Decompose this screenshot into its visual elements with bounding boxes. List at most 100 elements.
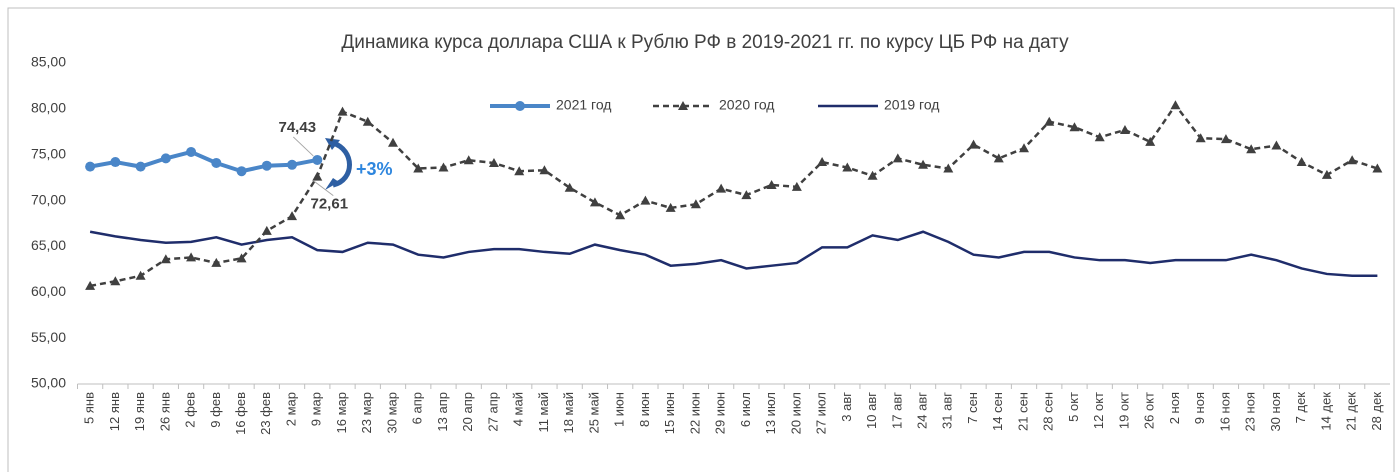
x-tick-label: 1 июн xyxy=(612,392,627,427)
chart-title: Динамика курса доллара США к Рублю РФ в … xyxy=(341,32,1069,53)
point xyxy=(438,162,449,172)
legend-marker xyxy=(515,101,525,111)
legend-label: 2019 год xyxy=(884,97,939,113)
point xyxy=(1347,155,1358,165)
point xyxy=(463,155,474,165)
x-tick-label: 30 мар xyxy=(384,392,399,433)
x-tick-label: 13 июл xyxy=(763,392,778,434)
annotation: +3% xyxy=(356,159,393,179)
series-line xyxy=(89,149,318,174)
point xyxy=(842,162,853,172)
x-tick-label: 12 янв xyxy=(107,392,122,431)
data-label: 72,61 xyxy=(311,196,349,213)
point xyxy=(1321,169,1332,179)
data-label: 74,43 xyxy=(279,119,317,136)
x-tick-label: 5 янв xyxy=(82,392,97,424)
y-tick-label: 50,00 xyxy=(31,375,66,391)
point xyxy=(1296,157,1307,167)
x-tick-label: 6 июл xyxy=(738,392,753,427)
legend-marker xyxy=(678,101,688,110)
x-tick-label: 27 июл xyxy=(814,392,829,434)
point xyxy=(1372,163,1383,173)
x-tick-label: 23 фев xyxy=(258,392,273,435)
x-tick-label: 14 сен xyxy=(990,392,1005,431)
x-tick-label: 28 дек xyxy=(1369,392,1384,431)
point xyxy=(160,254,171,264)
x-tick-label: 15 июн xyxy=(662,392,677,434)
point xyxy=(388,137,399,147)
x-tick-label: 17 авг xyxy=(889,392,904,429)
point xyxy=(640,195,651,205)
point xyxy=(1044,116,1055,126)
x-tick-label: 19 янв xyxy=(132,392,147,431)
point xyxy=(867,170,878,180)
point xyxy=(665,202,676,212)
x-tick-label: 18 май xyxy=(561,392,576,434)
point xyxy=(261,160,272,171)
x-tick-label: 2 фев xyxy=(183,392,198,428)
point xyxy=(1170,100,1181,110)
point xyxy=(615,210,626,220)
y-tick-label: 75,00 xyxy=(31,145,66,161)
point xyxy=(110,157,121,168)
point xyxy=(1246,144,1257,154)
point xyxy=(85,161,96,172)
legend-label: 2020 год xyxy=(719,97,774,113)
point xyxy=(690,199,701,209)
point xyxy=(918,159,929,169)
x-tick-label: 2 ноя xyxy=(1167,392,1182,424)
change-arrow xyxy=(331,140,352,188)
point xyxy=(287,159,298,170)
point xyxy=(741,190,752,200)
point xyxy=(766,179,777,189)
point xyxy=(1195,133,1206,143)
x-tick-label: 9 ноя xyxy=(1192,392,1207,424)
point xyxy=(312,154,323,165)
point xyxy=(716,183,727,193)
point xyxy=(993,153,1004,163)
point xyxy=(968,139,979,149)
y-tick-label: 60,00 xyxy=(31,283,66,299)
point xyxy=(514,166,525,176)
point xyxy=(236,253,247,263)
x-tick-label: 9 фев xyxy=(208,392,223,428)
x-tick-label: 4 май xyxy=(511,392,526,426)
point xyxy=(135,270,146,280)
x-tick-label: 2 мар xyxy=(283,392,298,426)
x-tick-label: 23 мар xyxy=(359,392,374,433)
y-tick-label: 80,00 xyxy=(31,100,66,116)
x-tick-label: 23 ноя xyxy=(1243,392,1258,432)
x-tick-label: 13 апр xyxy=(435,392,450,432)
label-leader xyxy=(292,136,314,157)
point xyxy=(236,166,247,177)
point xyxy=(1145,136,1156,146)
y-tick-label: 65,00 xyxy=(31,237,66,253)
x-tick-label: 26 янв xyxy=(157,392,172,431)
point xyxy=(110,276,121,286)
point xyxy=(791,181,802,191)
y-tick-label: 70,00 xyxy=(31,191,66,207)
point xyxy=(1271,140,1282,150)
y-tick-label: 85,00 xyxy=(31,54,66,70)
x-tick-label: 21 дек xyxy=(1344,392,1359,431)
point xyxy=(135,161,146,172)
x-tick-label: 27 апр xyxy=(485,392,500,432)
point xyxy=(337,106,348,116)
point xyxy=(564,182,575,192)
x-tick-label: 19 окт xyxy=(1116,392,1131,429)
x-tick-label: 11 май xyxy=(536,392,551,433)
point xyxy=(1094,132,1105,142)
x-tick-label: 25 май xyxy=(586,392,601,434)
point xyxy=(488,157,499,167)
x-tick-label: 29 июн xyxy=(713,392,728,434)
x-tick-label: 16 ноя xyxy=(1217,392,1232,432)
point xyxy=(186,146,197,157)
point xyxy=(160,153,171,164)
point xyxy=(211,257,222,267)
point xyxy=(1220,134,1231,144)
point xyxy=(1069,122,1080,132)
point xyxy=(1019,143,1030,153)
legend-label: 2021 год xyxy=(556,97,611,113)
